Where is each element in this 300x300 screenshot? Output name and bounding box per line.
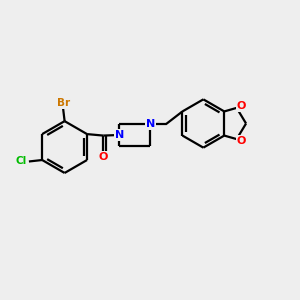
Text: N: N (115, 130, 124, 140)
Text: O: O (99, 152, 108, 162)
Text: Br: Br (57, 98, 70, 108)
Text: O: O (237, 101, 246, 111)
Text: O: O (237, 136, 246, 146)
Text: Cl: Cl (15, 157, 26, 166)
Text: N: N (146, 119, 155, 129)
